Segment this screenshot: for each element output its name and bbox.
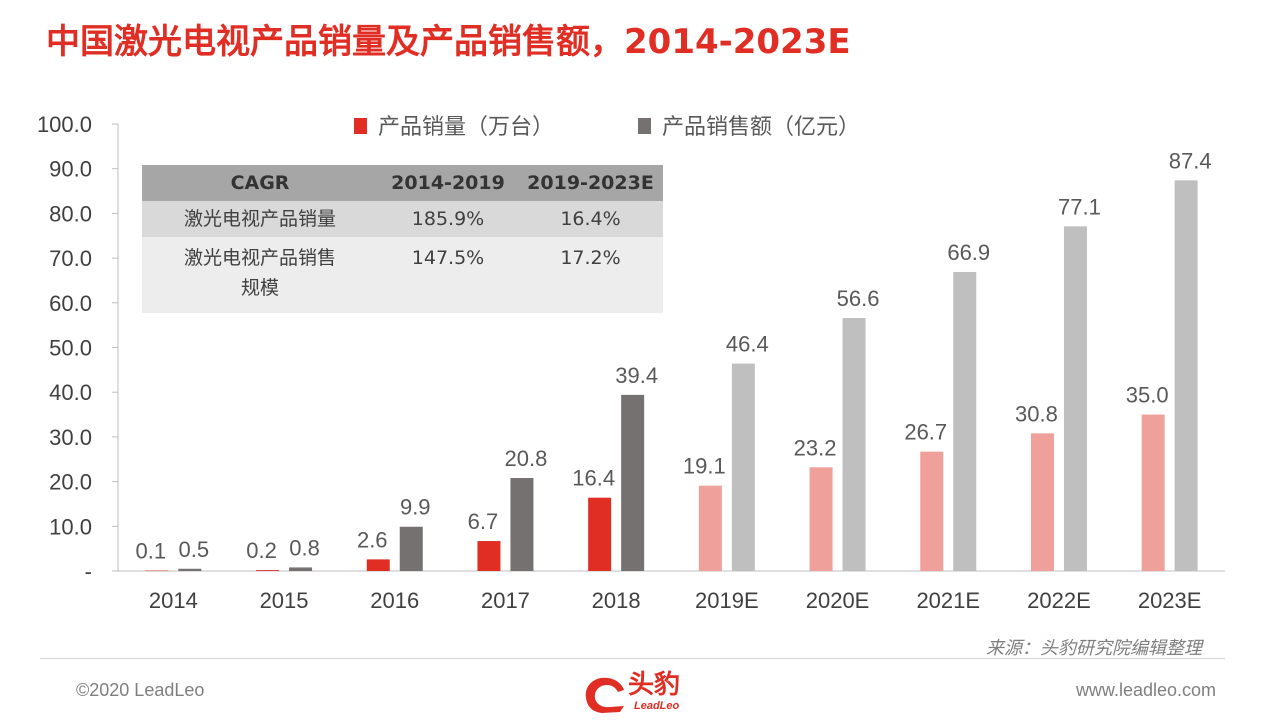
- bar-sales-volume: [809, 467, 833, 571]
- page-title: 中国激光电视产品销量及产品销售额，2014-2023E: [46, 22, 851, 62]
- data-label: 6.7: [468, 509, 499, 534]
- legend-swatch: [638, 118, 651, 134]
- bar-sales-volume: [256, 570, 280, 571]
- data-label: 23.2: [794, 435, 837, 460]
- x-tick-label: 2017: [481, 588, 530, 613]
- y-tick-label: 80.0: [49, 201, 92, 226]
- cagr-row-label: 激光电视产品销售 规模: [142, 237, 378, 313]
- data-label: 87.4: [1169, 148, 1212, 173]
- cagr-value: 17.2%: [518, 237, 663, 313]
- bar-sales-volume: [920, 451, 944, 571]
- y-tick-label: 50.0: [49, 336, 92, 361]
- x-tick-label: 2022E: [1027, 588, 1091, 613]
- website-link[interactable]: www.leadleo.com: [1075, 680, 1216, 700]
- bar-sales-revenue: [510, 478, 534, 571]
- x-tick-label: 2023E: [1138, 588, 1202, 613]
- y-tick-label: 30.0: [49, 425, 92, 450]
- data-label: 39.4: [615, 363, 658, 388]
- bar-sales-volume: [366, 559, 390, 571]
- data-label: 20.8: [505, 446, 548, 471]
- logo-subtitle: LeadLeo: [634, 700, 680, 712]
- x-tick-label: 2014: [149, 588, 198, 613]
- table-row: 激光电视产品销售 规模 147.5% 17.2%: [142, 237, 663, 313]
- data-label: 0.2: [246, 538, 277, 563]
- cagr-value: 147.5%: [378, 237, 518, 313]
- y-tick-label: 100.0: [37, 112, 92, 137]
- x-tick-label: 2021E: [916, 588, 980, 613]
- data-label: 0.8: [289, 535, 320, 560]
- y-tick-label: 10.0: [49, 514, 92, 539]
- data-label: 26.7: [904, 420, 947, 445]
- x-tick-label: 2015: [260, 588, 309, 613]
- leadleo-logo-icon: [585, 677, 624, 713]
- logo-name: 头豹: [628, 670, 681, 700]
- bar-chart: - 10.0 20.0 30.0 40.0 50.0 60.0 70.0 80.0 90.0 100…: [37, 112, 1225, 613]
- cagr-row-label: 激光电视产品销量: [142, 201, 378, 237]
- y-tick-label: 20.0: [49, 470, 92, 495]
- cagr-value: 185.9%: [378, 201, 518, 237]
- x-tick-label: 2016: [370, 588, 419, 613]
- data-label: 2.6: [357, 527, 388, 552]
- data-label: 0.5: [179, 537, 210, 562]
- cagr-header: 2014-2019: [378, 165, 518, 201]
- cagr-value: 16.4%: [518, 201, 663, 237]
- data-label: 66.9: [947, 240, 990, 265]
- table-row: 激光电视产品销量 185.9% 16.4%: [142, 201, 663, 237]
- footer-divider: [40, 658, 1225, 659]
- bar-sales-revenue: [289, 567, 313, 571]
- legend-label: 产品销售额（亿元）: [662, 115, 860, 140]
- data-label: 16.4: [572, 466, 615, 491]
- bar-sales-revenue: [731, 363, 755, 571]
- y-tick-label: 60.0: [49, 291, 92, 316]
- y-tick-label: 70.0: [49, 246, 92, 271]
- data-label: 56.6: [837, 286, 880, 311]
- x-tick-label: 2020E: [806, 588, 870, 613]
- data-label: 19.1: [683, 454, 726, 479]
- bar-sales-volume: [1030, 433, 1054, 571]
- data-label: 30.8: [1015, 401, 1058, 426]
- bar-sales-revenue: [399, 526, 423, 571]
- legend-label: 产品销量（万台）: [378, 115, 554, 140]
- source-note: 来源：头豹研究院编辑整理: [986, 638, 1202, 659]
- y-tick-label: 40.0: [49, 380, 92, 405]
- cagr-header: 2019-2023E: [518, 165, 663, 201]
- x-tick-label: 2018: [592, 588, 641, 613]
- cagr-header: CAGR: [142, 165, 378, 201]
- data-label: 46.4: [726, 332, 769, 357]
- data-label: 35.0: [1126, 383, 1169, 408]
- bar-sales-volume: [145, 570, 169, 572]
- data-label: 9.9: [400, 495, 431, 520]
- bar-sales-revenue: [178, 568, 202, 571]
- bar-sales-volume: [1141, 414, 1165, 571]
- y-tick-label: 90.0: [49, 157, 92, 182]
- cagr-table: CAGR 2014-2019 2019-2023E 激光电视产品销量 185.9…: [142, 165, 663, 313]
- y-tick-label: -: [85, 559, 92, 584]
- bar-sales-revenue: [842, 317, 866, 571]
- bar-sales-revenue: [1063, 226, 1087, 571]
- x-tick-label: 2019E: [695, 588, 759, 613]
- copyright: ©2020 LeadLeo: [76, 680, 205, 700]
- bar-sales-volume: [588, 497, 612, 571]
- bar-sales-volume: [477, 541, 501, 571]
- bar-sales-revenue: [621, 394, 645, 571]
- bar-sales-revenue: [1174, 180, 1198, 571]
- bar-sales-volume: [698, 485, 722, 571]
- data-label: 0.1: [136, 539, 167, 564]
- legend-swatch: [354, 118, 367, 134]
- bar-sales-revenue: [953, 271, 977, 571]
- data-label: 77.1: [1058, 194, 1101, 219]
